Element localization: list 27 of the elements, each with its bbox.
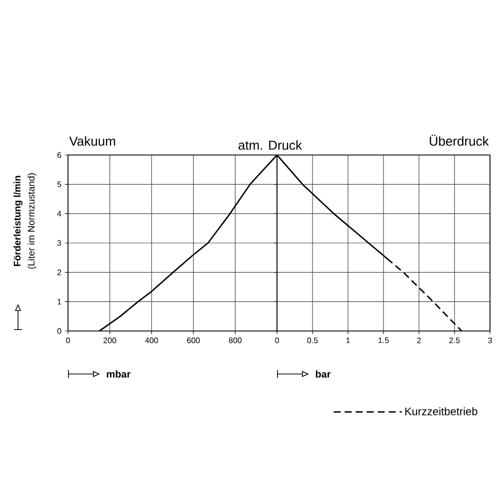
y-tick-label: 3	[57, 240, 62, 246]
text: (Liter im Normzustand)	[28, 173, 36, 269]
y-tick-label: 4	[57, 210, 62, 216]
x-tick-label: 2.5	[449, 338, 460, 344]
x-tick-label: 1	[346, 338, 350, 344]
chart-title: Vakuum	[69, 136, 116, 146]
x-tick-label: 0	[66, 338, 70, 344]
x-tick-label: 3	[488, 338, 492, 344]
x-tick-label: 1.5	[378, 338, 389, 344]
chart-title: Überdruck	[430, 134, 489, 146]
text: Kurzzeitbetrieb	[405, 407, 478, 416]
x-tick-label: 0	[275, 338, 279, 344]
x-tick-label: 400	[145, 338, 158, 344]
y-tick-label: 0	[57, 328, 62, 334]
x-tick-label: 2	[417, 338, 421, 344]
y-tick-label: 2	[57, 270, 62, 276]
x-axis-title: bar	[316, 370, 331, 378]
x-tick-label: 0.5	[307, 338, 318, 344]
y-axis-title: Förderleistung l/min	[14, 176, 22, 266]
annotation: atm. Druck	[238, 140, 302, 150]
x-tick-label: 800	[228, 338, 242, 344]
x-axis-title: mbar	[106, 370, 131, 378]
x-tick-label: 200	[104, 338, 116, 344]
y-tick-label: 1	[58, 298, 62, 304]
y-tick-label: 6	[57, 152, 62, 158]
x-tick-label: 600	[187, 338, 200, 344]
y-tick-label: 5	[57, 182, 62, 188]
